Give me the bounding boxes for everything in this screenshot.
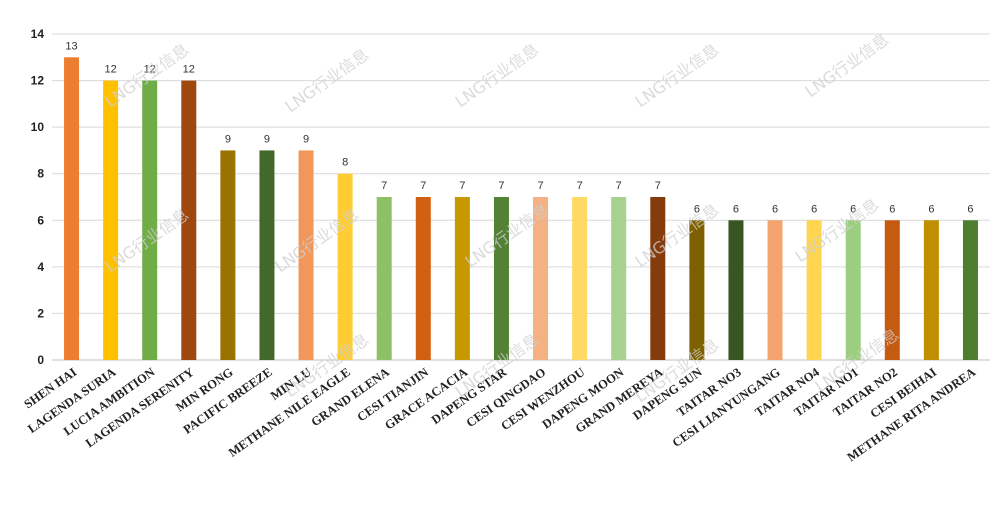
watermark-text: LNG行业信息 — [802, 30, 893, 101]
value-label: 6 — [967, 203, 973, 215]
bar — [103, 80, 119, 361]
value-label: 7 — [616, 180, 622, 192]
gridlines — [52, 33, 990, 361]
value-label: 9 — [264, 133, 270, 145]
bar — [806, 220, 822, 360]
bar — [728, 220, 744, 360]
bar — [845, 220, 861, 360]
value-label: 7 — [381, 180, 387, 192]
y-tick-label: 6 — [37, 213, 44, 227]
y-tick-label: 12 — [31, 74, 45, 88]
bar — [962, 220, 978, 360]
bar — [923, 220, 939, 360]
y-tick-label: 14 — [31, 27, 45, 41]
value-label: 6 — [733, 203, 739, 215]
value-label: 6 — [889, 203, 895, 215]
bar — [767, 220, 783, 360]
value-label: 7 — [459, 180, 465, 192]
value-label: 12 — [144, 64, 156, 76]
bar — [611, 197, 627, 360]
bar — [572, 197, 588, 360]
watermark-text: LNG行业信息 — [792, 195, 883, 266]
value-label: 8 — [342, 157, 348, 169]
bar — [650, 197, 666, 360]
watermark-text: LNG行业信息 — [452, 40, 543, 111]
value-label: 7 — [537, 180, 543, 192]
watermark-text: LNG行业信息 — [632, 200, 723, 271]
value-label: 6 — [811, 203, 817, 215]
value-label: 12 — [183, 64, 195, 76]
value-label: 6 — [694, 203, 700, 215]
bar — [337, 173, 353, 360]
bar — [64, 57, 80, 361]
value-label: 7 — [498, 180, 504, 192]
value-label: 7 — [420, 180, 426, 192]
y-tick-label: 4 — [37, 260, 44, 274]
bar — [884, 220, 900, 360]
bar — [493, 197, 509, 360]
y-tick-label: 0 — [37, 353, 44, 367]
value-labels: 13 12 12 12 9 9 9 8 7 7 7 7 7 7 7 7 6 6 6 6 6 6 6 6 — [65, 40, 973, 215]
bar — [533, 197, 549, 360]
bar — [689, 220, 705, 360]
bars — [64, 57, 978, 361]
y-tick-label: 2 — [37, 306, 44, 320]
bar — [181, 80, 197, 361]
y-tick-label: 8 — [37, 167, 44, 181]
value-label: 7 — [655, 180, 661, 192]
value-label: 6 — [928, 203, 934, 215]
value-label: 6 — [850, 203, 856, 215]
bar — [142, 80, 158, 361]
value-label: 13 — [65, 40, 77, 52]
bar — [298, 150, 314, 360]
y-tick-label: 10 — [31, 120, 45, 134]
bar — [376, 197, 392, 360]
value-label: 12 — [105, 64, 117, 76]
bar — [259, 150, 275, 360]
y-axis: 0 2 4 6 8 10 12 14 — [31, 27, 45, 367]
bar — [220, 150, 236, 360]
bar — [415, 197, 431, 360]
value-label: 9 — [303, 133, 309, 145]
value-label: 6 — [772, 203, 778, 215]
watermark-text: LNG行业信息 — [632, 40, 723, 111]
bar — [454, 197, 470, 360]
value-label: 7 — [577, 180, 583, 192]
value-label: 9 — [225, 133, 231, 145]
